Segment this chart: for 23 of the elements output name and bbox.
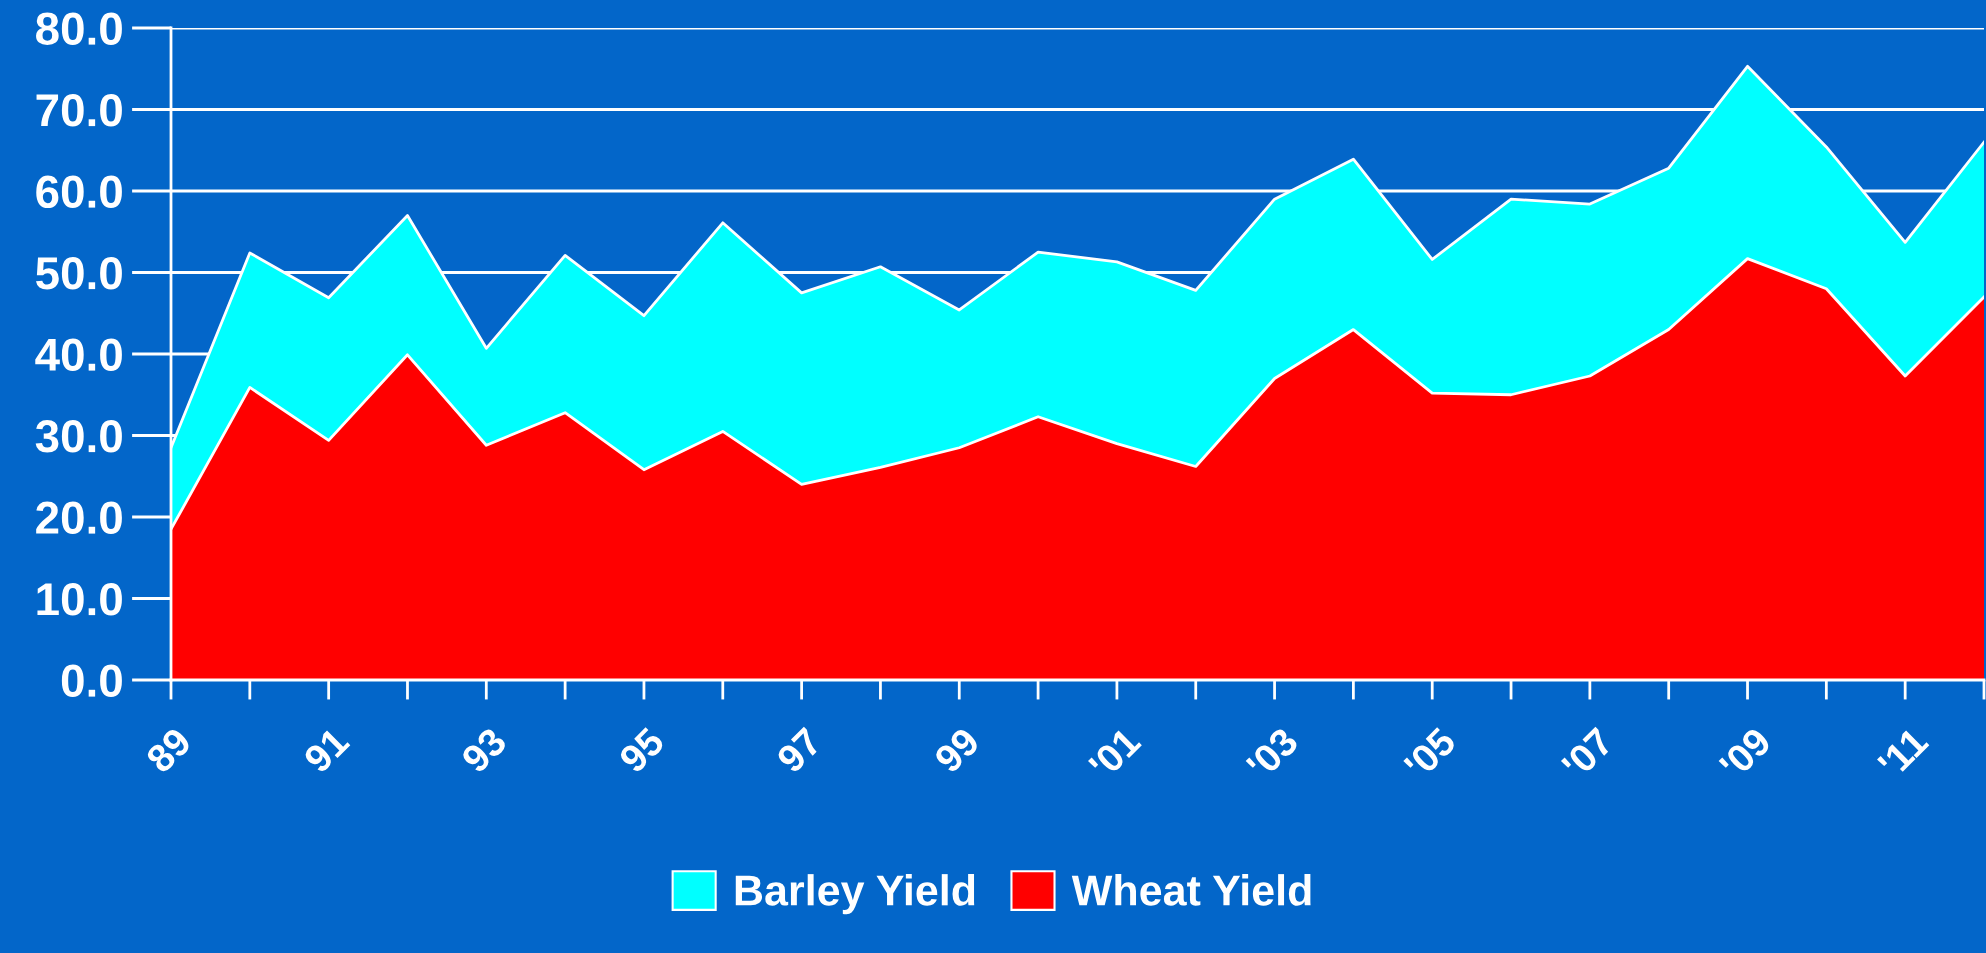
x-tick-label: '05 [1403, 725, 1458, 781]
y-tick-label: 70.0 [36, 94, 122, 127]
legend-label: Barley Yield [735, 874, 975, 915]
x-tick-label: '07 [1560, 726, 1615, 781]
x-tick-label: 95 [617, 725, 666, 775]
x-tick-label: 93 [459, 726, 509, 775]
y-tick-label: 30.0 [35, 420, 122, 453]
y-tick-label: 10.0 [37, 583, 122, 616]
x-tick-label: 89 [144, 726, 193, 775]
y-tick-label: 50.0 [35, 257, 122, 290]
y-tick-label: 60.0 [36, 175, 122, 209]
y-tick-label: 0.0 [61, 664, 122, 698]
x-tick-label: '01 [1087, 725, 1143, 781]
y-tick-label: 40.0 [35, 338, 122, 372]
x-tick-label: 91 [302, 725, 351, 775]
y-tick-label: 20.0 [36, 501, 122, 535]
x-tick-label: '09 [1718, 726, 1773, 781]
x-tick-label: '03 [1245, 726, 1300, 781]
x-tick-label: 97 [775, 726, 824, 775]
legend-label: Wheat Yield [1071, 874, 1311, 906]
x-tick-label: '11 [1877, 726, 1930, 779]
y-tick-label: 80.0 [36, 12, 122, 46]
x-tick-label: 99 [932, 726, 981, 775]
